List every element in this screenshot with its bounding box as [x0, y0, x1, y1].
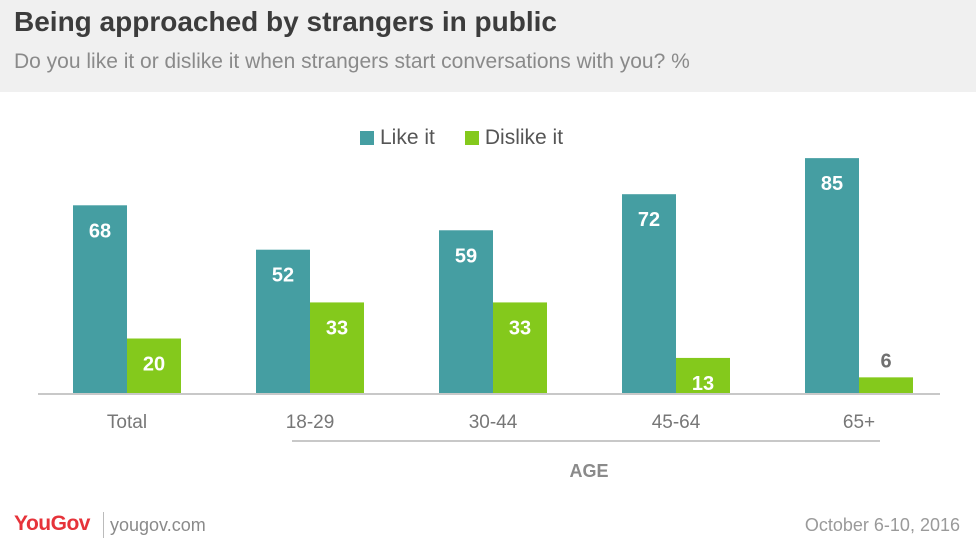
legend-item-dislike: Dislike it [464, 126, 564, 150]
data-label-dislike: 33 [326, 317, 348, 339]
bar-dislike [127, 338, 181, 394]
bar-like [73, 205, 127, 394]
category-label: 30-44 [469, 412, 518, 433]
bar-dislike [310, 302, 364, 394]
legend-swatch-dislike [464, 131, 479, 145]
data-label-like: 85 [821, 173, 843, 195]
data-label-like: 59 [455, 245, 477, 267]
legend-swatch-like [360, 131, 374, 145]
footer-date: October 6-10, 2016 [804, 515, 960, 535]
bar-like [256, 249, 310, 394]
yougov-logo: YouGov [14, 512, 90, 535]
bar-chart: 68 20 Total 52 33 18-29 59 33 30-44 72 13 45-64 85 6 6… [38, 158, 940, 481]
category-label: 45-64 [652, 412, 701, 433]
chart-subtitle: Do you like it or dislike it when strang… [14, 50, 690, 73]
bar-dislike [676, 357, 730, 394]
bar-dislike [859, 377, 913, 394]
category-label: Total [107, 412, 147, 433]
bar-like [439, 230, 493, 394]
bar-like [622, 194, 676, 394]
data-label-dislike: 6 [880, 350, 891, 372]
data-label-like: 52 [272, 265, 294, 287]
data-label-like: 68 [89, 220, 111, 242]
header-band: Being approached by strangers in public … [0, 0, 976, 92]
data-label-dislike: 13 [692, 373, 714, 395]
data-label-dislike: 33 [509, 317, 531, 339]
legend-label-dislike: Dislike it [484, 126, 564, 149]
data-label-dislike: 20 [143, 354, 165, 376]
age-group-label: AGE [569, 461, 608, 481]
data-label-like: 72 [638, 209, 660, 231]
bar-dislike [493, 302, 547, 394]
bar-like [805, 158, 859, 394]
footer-site: yougov.com [110, 515, 206, 535]
chart-legend: Like it Dislike it [360, 125, 593, 151]
legend-label-like: Like it [380, 126, 435, 149]
category-label: 65+ [843, 412, 875, 433]
category-label: 18-29 [286, 412, 335, 433]
chart-title: Being approached by strangers in public [14, 6, 557, 37]
footer-divider [103, 512, 104, 538]
legend-item-like: Like it [360, 126, 435, 150]
